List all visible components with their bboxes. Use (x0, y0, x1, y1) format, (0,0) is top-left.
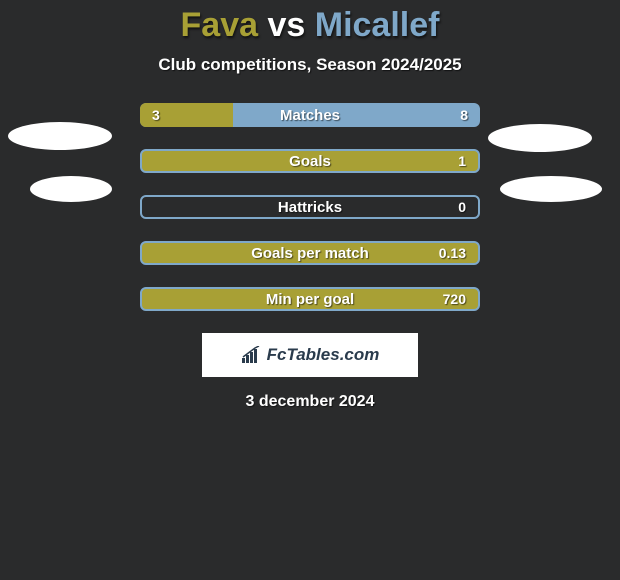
player-avatar-placeholder (488, 124, 592, 152)
player-avatar-placeholder (30, 176, 112, 202)
stat-row: 0.13Goals per match (140, 241, 480, 265)
stat-value-right: 0 (458, 197, 466, 217)
stat-row: 38Matches (140, 103, 480, 127)
stat-row: 720Min per goal (140, 287, 480, 311)
stat-label: Min per goal (142, 289, 478, 309)
player-avatar-placeholder (500, 176, 602, 202)
stat-row: 0Hattricks (140, 195, 480, 219)
stat-value-right: 0.13 (439, 243, 466, 263)
stat-row: 1Goals (140, 149, 480, 173)
stat-label: Goals per match (142, 243, 478, 263)
stat-value-left: 3 (152, 103, 160, 127)
bars-icon (241, 346, 263, 364)
brand-text: FcTables.com (267, 345, 380, 365)
snapshot-date: 3 december 2024 (0, 393, 620, 411)
comparison-title: Fava vs Micallef (0, 0, 620, 45)
brand-box: FcTables.com (202, 333, 418, 377)
stat-value-right: 720 (443, 289, 466, 309)
player2-name: Micallef (315, 6, 440, 44)
player1-name: Fava (181, 6, 259, 44)
stat-value-right: 1 (458, 151, 466, 171)
stat-value-right: 8 (460, 103, 468, 127)
stat-label: Goals (142, 151, 478, 171)
stat-label: Hattricks (142, 197, 478, 217)
competition-subtitle: Club competitions, Season 2024/2025 (0, 55, 620, 75)
vs-text: vs (267, 6, 305, 44)
player-avatar-placeholder (8, 122, 112, 150)
